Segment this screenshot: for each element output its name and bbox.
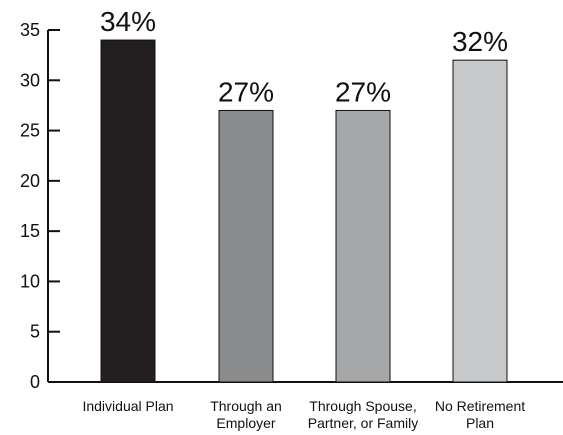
y-tick-label: 0 — [30, 372, 40, 392]
y-tick-label: 10 — [20, 271, 40, 291]
bar — [335, 109, 391, 383]
category-label-line: Plan — [466, 415, 494, 431]
category-label-line: Individual Plan — [82, 398, 173, 414]
bar-data-label: 27% — [335, 76, 391, 107]
y-tick-label: 20 — [20, 171, 40, 191]
category-label-line: Through Spouse, — [309, 398, 416, 414]
bar — [218, 109, 274, 383]
category-labels: Individual Plan Through an EmployerThrough… — [82, 398, 525, 431]
y-tick-label: 25 — [20, 121, 40, 141]
category-label: Individual Plan — [82, 398, 173, 414]
bar — [100, 39, 156, 383]
y-tick-label: 35 — [20, 20, 40, 40]
category-label: Through Spouse, Partner, or Family — [308, 398, 418, 431]
bar — [452, 59, 508, 383]
bar-data-label: 34% — [100, 6, 156, 37]
y-tick-label: 30 — [20, 70, 40, 90]
y-axis: 0 5 10 15 20 25 30 35 — [20, 20, 60, 392]
category-label-line: Partner, or Family — [308, 415, 418, 431]
y-tick-label: 15 — [20, 221, 40, 241]
bar-data-label: 27% — [218, 76, 274, 107]
category-label: Through an Employer — [210, 398, 282, 431]
bars — [100, 39, 508, 383]
category-label-line: Employer — [216, 415, 275, 431]
category-label-line: Through an — [210, 398, 282, 414]
category-label-line: No Retirement — [435, 398, 525, 414]
data-labels: 34% 27% 27% 32% — [100, 6, 508, 107]
category-label: No Retirement Plan — [435, 398, 525, 431]
y-tick-label: 5 — [30, 322, 40, 342]
bar-data-label: 32% — [452, 26, 508, 57]
